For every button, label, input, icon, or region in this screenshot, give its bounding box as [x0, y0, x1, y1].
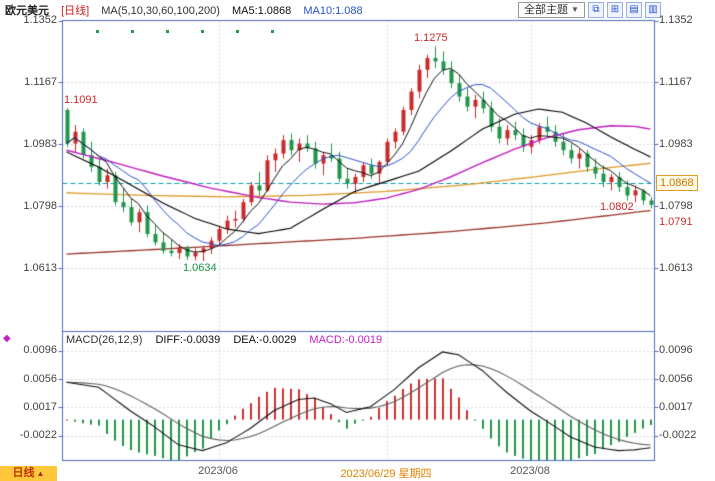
signal-dot [201, 30, 204, 33]
y-axis-label-left: 1.0613 [23, 262, 57, 274]
x-axis-date-label: 2023/08 [510, 465, 550, 477]
symbol-name: 欧元美元 [5, 5, 49, 17]
tab-arrow-icon: ▲ [36, 469, 45, 478]
macd-axis-label-left: 0.0096 [23, 344, 57, 356]
header-controls: 全部主题 ▼ ⧉ ⊞ ▤ ▥ [518, 2, 661, 18]
macd-axis-label-right: -0.0022 [659, 429, 697, 441]
y-axis-label-right: 1.1167 [659, 76, 692, 88]
y-axis-label-right: 1.0798 [659, 200, 693, 212]
macd-axis-label-right: 0.0017 [659, 401, 693, 413]
signal-dot [96, 30, 99, 33]
y-axis-label-left: 1.0983 [23, 138, 57, 150]
y-axis-label-right: 1.0613 [659, 262, 693, 274]
signal-dot [236, 30, 239, 33]
last-price-label: 1.0791 [659, 216, 693, 228]
macd-params-label: MACD(26,12,9) [66, 334, 143, 346]
ma10-value-label: MA10:1.088 [303, 5, 363, 17]
period-tag: [日线] [61, 5, 90, 17]
grid-layout-icon[interactable]: ⊞ [606, 2, 623, 18]
period-tab-label: 日线 [12, 467, 35, 479]
chevron-down-icon: ▼ [571, 5, 579, 14]
annotation-high-peak: 1.1275 [414, 32, 448, 44]
macd-axis-label-left: -0.0022 [19, 429, 57, 441]
y-axis-label-right: 1.1352 [659, 14, 693, 26]
horizontal-split-icon[interactable]: ▤ [625, 2, 642, 18]
chart-header: 欧元美元 [日线] MA(5,10,30,60,100,200) MA5:1.0… [5, 2, 372, 18]
indicator-marker-icon[interactable]: ◆ [3, 333, 11, 344]
y-axis-label-right: 1.0983 [659, 138, 693, 150]
signal-dot [166, 30, 169, 33]
period-tab[interactable]: 日线 ▲ [0, 466, 57, 481]
y-axis-label-left: 1.1352 [23, 14, 57, 26]
y-axis-label-left: 1.1167 [24, 76, 57, 88]
ma-settings-label: MA(5,10,30,60,100,200) [101, 5, 220, 17]
x-axis-date-label-highlighted: 2023/06/29 星期四 [340, 468, 432, 480]
annotation-low: 1.0634 [183, 262, 217, 274]
x-axis-date-label: 2023/06 [198, 465, 238, 477]
vertical-split-icon[interactable]: ▥ [644, 2, 661, 18]
macd-axis-label-left: 0.0017 [23, 401, 57, 413]
theme-dropdown[interactable]: 全部主题 ▼ [518, 2, 585, 18]
theme-dropdown-label: 全部主题 [524, 4, 568, 16]
macd-header: MACD(26,12,9) DIFF:-0.0039 DEA:-0.0029 M… [66, 334, 392, 346]
cascade-windows-icon[interactable]: ⧉ [587, 2, 604, 18]
signal-dot [131, 30, 134, 33]
diff-value-label: DIFF:-0.0039 [155, 334, 221, 346]
annotation-high-start: 1.1091 [64, 94, 98, 106]
signal-dot [271, 30, 274, 33]
current-price-tag: 1.0868 [656, 175, 698, 191]
y-axis-label-left: 1.0798 [23, 200, 57, 212]
macd-axis-label-right: 0.0096 [659, 344, 693, 356]
macd-value-label: MACD:-0.0019 [309, 334, 383, 346]
macd-axis-label-left: 0.0056 [23, 373, 57, 385]
ma5-value-label: MA5:1.0868 [231, 5, 292, 17]
annotation-recent-low: 1.0802 [600, 201, 634, 213]
dea-value-label: DEA:-0.0029 [233, 334, 297, 346]
macd-axis-label-right: 0.0056 [659, 373, 693, 385]
